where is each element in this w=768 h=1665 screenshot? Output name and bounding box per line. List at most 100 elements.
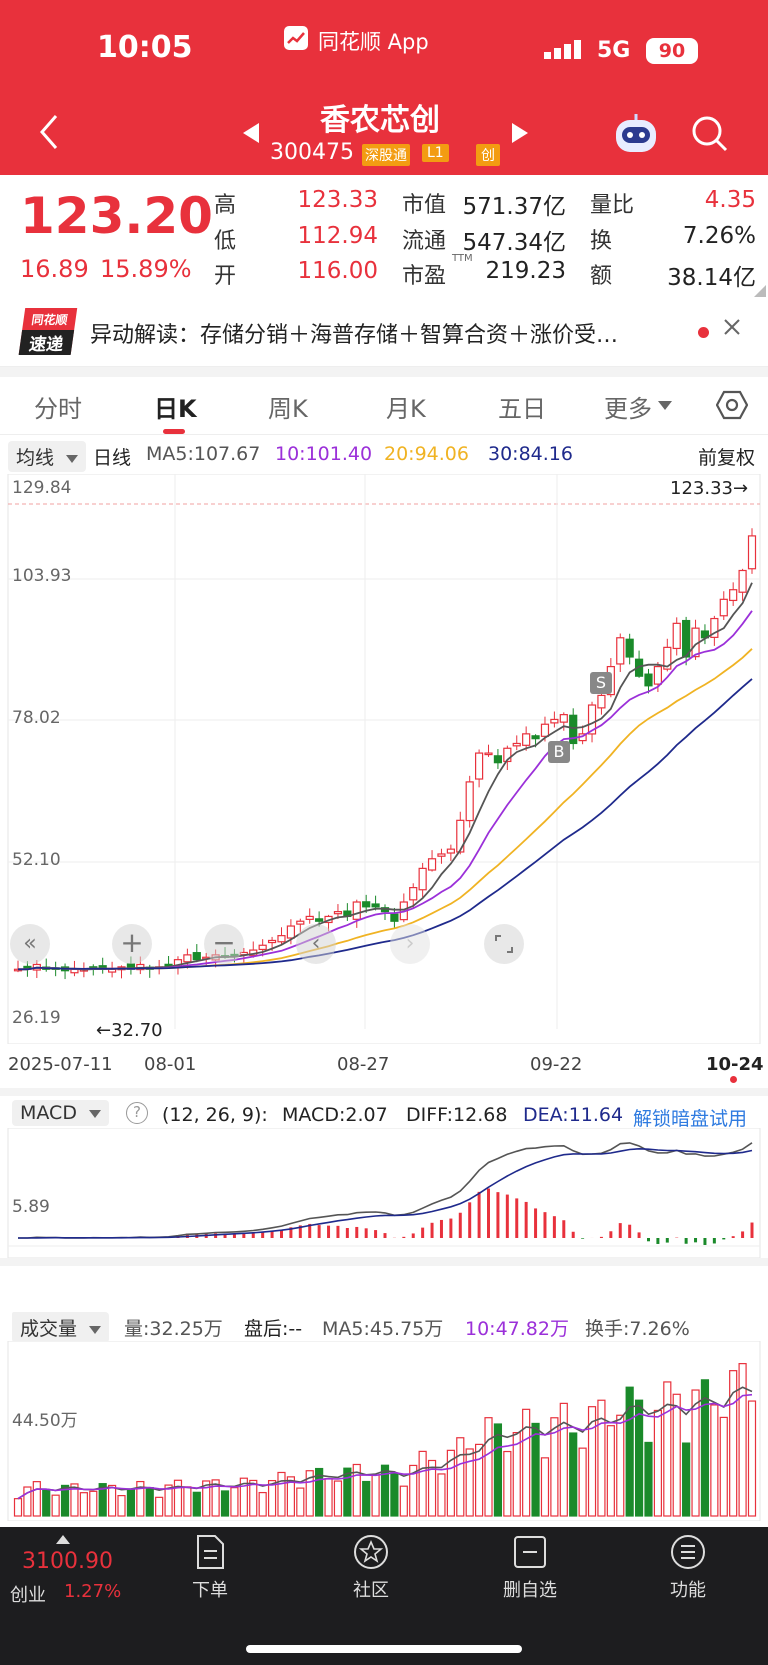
volume-bar: [324, 1478, 333, 1517]
app-name: 同花顺 App: [318, 30, 429, 54]
indicator-select[interactable]: 均线: [8, 441, 87, 472]
float-label: 流通: [402, 229, 447, 254]
volume-bar: [738, 1363, 747, 1517]
y-label-4: 52.10: [12, 850, 61, 870]
candle-body: [512, 742, 521, 747]
tab-weekly-k[interactable]: 周K: [268, 395, 308, 423]
zoom-in-icon[interactable]: +: [112, 924, 152, 964]
expand-corner-icon[interactable]: [754, 285, 766, 297]
candle-body: [70, 968, 79, 974]
kline-chart[interactable]: [0, 474, 768, 1044]
settings-hex-icon[interactable]: [716, 389, 748, 421]
candle-body: [672, 622, 681, 650]
volume-bar: [183, 1486, 192, 1517]
news-text[interactable]: 异动解读：存储分销＋海普存储＋智算合资＋涨价受…: [90, 323, 619, 348]
candle-body: [540, 723, 550, 737]
candle-body: [710, 617, 719, 638]
volratio-value: 4.35: [704, 187, 756, 213]
volume-bar: [13, 1498, 23, 1517]
volume-bar: [390, 1472, 399, 1517]
candle-body: [456, 819, 465, 853]
volume-bar: [446, 1449, 455, 1517]
candle-body: [550, 718, 559, 724]
volume-bar: [606, 1425, 615, 1517]
date-label-1: 08-01: [144, 1054, 197, 1075]
index-value[interactable]: 3100.90: [22, 1549, 113, 1574]
macd-chart[interactable]: [0, 1128, 768, 1258]
candle-body: [503, 747, 512, 763]
volume-bar: [691, 1389, 700, 1517]
nav-functions[interactable]: 功能: [638, 1533, 738, 1602]
price-change: 16.89: [20, 255, 89, 283]
volume-ylabel: 44.50万: [12, 1411, 78, 1431]
scroll-left-icon[interactable]: ‹: [296, 924, 336, 964]
candle-body: [418, 867, 427, 891]
fullscreen-icon[interactable]: [484, 924, 524, 964]
volume-bar: [145, 1487, 154, 1517]
y-label-2: 103.93: [12, 566, 72, 586]
volume-bar: [653, 1409, 662, 1517]
tab-daily-k[interactable]: 日K: [154, 395, 197, 423]
volume-chart[interactable]: [0, 1341, 768, 1521]
volume-bar: [719, 1416, 728, 1517]
unlock-trial-link[interactable]: 解锁暗盘试用: [633, 1108, 748, 1130]
news-ticker[interactable]: 同花顺 速递 异动解读：存储分销＋海普存储＋智算合资＋涨价受…: [0, 297, 768, 367]
volume-bar: [42, 1489, 51, 1517]
tab-more[interactable]: 更多: [604, 395, 652, 423]
volume-bar: [117, 1495, 126, 1517]
volume-bar: [333, 1480, 343, 1517]
date-label-0: 2025-07-11: [8, 1054, 113, 1075]
volume-bar: [644, 1441, 653, 1517]
volume-bar: [597, 1399, 606, 1517]
high-label: 高: [214, 193, 237, 218]
after-hours-value: 盘后:--: [244, 1318, 303, 1340]
candle-body: [427, 858, 437, 871]
volume-bar: [456, 1437, 465, 1517]
volume-bar: [380, 1464, 390, 1517]
macd-params: (12, 26, 9):: [162, 1104, 268, 1126]
tab-fenshi[interactable]: 分时: [34, 395, 82, 423]
search-icon[interactable]: [690, 114, 730, 158]
candle-body: [719, 598, 728, 617]
candle-body: [465, 781, 474, 822]
candle-body: [559, 714, 568, 723]
tab-monthly-k[interactable]: 月K: [386, 395, 426, 423]
volume-bar: [239, 1477, 248, 1517]
volume-bar: [512, 1432, 521, 1517]
ma10-legend: 10:101.40: [275, 443, 373, 465]
help-icon[interactable]: ?: [126, 1102, 148, 1124]
nav-community[interactable]: 社区: [321, 1533, 421, 1602]
next-stock-icon[interactable]: [510, 121, 530, 149]
volume-bar: [343, 1467, 352, 1517]
scroll-right-icon[interactable]: ›: [390, 924, 430, 964]
back-icon[interactable]: [36, 112, 62, 156]
candle-body: [747, 535, 757, 570]
volume-bar: [277, 1471, 286, 1517]
tab-five-day[interactable]: 五日: [498, 395, 546, 423]
chevron-down-icon: [89, 1326, 102, 1334]
candle-body: [484, 752, 493, 756]
macd-select[interactable]: MACD: [12, 1100, 110, 1126]
candle-body: [390, 913, 399, 922]
high-value: 123.33: [297, 187, 378, 213]
candle-body: [493, 755, 503, 764]
candle-body: [729, 589, 738, 602]
nav-remove-watchlist[interactable]: 删自选: [480, 1533, 580, 1602]
zoom-out-icon[interactable]: −: [204, 924, 244, 964]
collapse-icon[interactable]: «: [10, 924, 50, 964]
volume-bar: [98, 1483, 107, 1517]
robot-assistant-icon[interactable]: [612, 112, 660, 160]
volume-bar: [258, 1491, 267, 1517]
close-icon[interactable]: [722, 317, 742, 341]
prev-stock-icon[interactable]: [241, 121, 261, 149]
nav-order[interactable]: 下单: [160, 1533, 260, 1602]
candle-body: [352, 901, 361, 920]
buy-marker[interactable]: B: [548, 741, 570, 763]
open-label: 开: [214, 264, 237, 289]
quote-panel: 123.20 16.89 15.89% 高 低 开 123.33 112.94 …: [0, 175, 768, 297]
adjust-mode[interactable]: 前复权: [698, 447, 756, 469]
sell-marker[interactable]: S: [590, 672, 612, 694]
volume-select[interactable]: 成交量: [12, 1312, 110, 1343]
volume-bar: [136, 1480, 145, 1517]
candle-body: [258, 944, 267, 951]
